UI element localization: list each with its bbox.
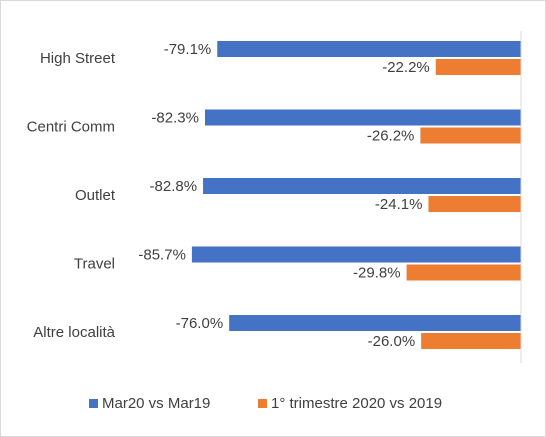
data-label-q1-outlet: -24.1% bbox=[375, 196, 423, 213]
bar-q1-travel bbox=[406, 264, 521, 281]
bar-q1-altre-localita bbox=[421, 333, 521, 349]
data-label-q1-centri-comm: -26.2% bbox=[367, 128, 415, 145]
category-label-travel: Travel bbox=[74, 256, 115, 273]
data-labels: -79.1% -22.2% -82.3% -26.2% -82.8% -24.1% -85.… bbox=[138, 41, 429, 350]
data-label-q1-altre-localita: -26.0% bbox=[368, 333, 416, 350]
data-label-mar20-high-street: -79.1% bbox=[164, 41, 212, 58]
bar-mar20-centri-comm bbox=[204, 109, 521, 126]
legend-label-mar20: Mar20 vs Mar19 bbox=[102, 395, 210, 412]
legend-swatch-mar20 bbox=[89, 399, 98, 408]
data-label-q1-travel: -29.8% bbox=[353, 265, 401, 282]
legend: Mar20 vs Mar19 1° trimestre 2020 vs 2019 bbox=[89, 395, 442, 412]
bar-mar20-altre-localita bbox=[229, 315, 521, 331]
category-axis-labels: High Street Centri Comm Outlet Travel Altre … bbox=[27, 50, 116, 341]
data-label-mar20-centri-comm: -82.3% bbox=[151, 110, 199, 127]
bar-mar20-outlet bbox=[203, 178, 521, 194]
category-label-altre-localita: Altre località bbox=[33, 324, 115, 341]
bar-q1-outlet bbox=[428, 196, 521, 212]
data-label-mar20-outlet: -82.8% bbox=[150, 178, 198, 195]
category-label-centri-comm: Centri Comm bbox=[27, 119, 115, 136]
category-label-outlet: Outlet bbox=[75, 187, 116, 204]
data-label-mar20-travel: -85.7% bbox=[138, 247, 186, 264]
bars bbox=[191, 41, 522, 349]
legend-label-q1: 1° trimestre 2020 vs 2019 bbox=[271, 395, 442, 412]
bar-mar20-travel bbox=[191, 246, 522, 263]
category-label-high-street: High Street bbox=[40, 50, 116, 67]
bar-q1-centri-comm bbox=[420, 127, 521, 144]
bar-mar20-high-street bbox=[217, 41, 522, 57]
bar-q1-high-street bbox=[435, 59, 521, 75]
data-label-mar20-altre-localita: -76.0% bbox=[176, 315, 224, 332]
legend-swatch-q1 bbox=[258, 399, 267, 408]
data-label-q1-high-street: -22.2% bbox=[382, 59, 430, 76]
